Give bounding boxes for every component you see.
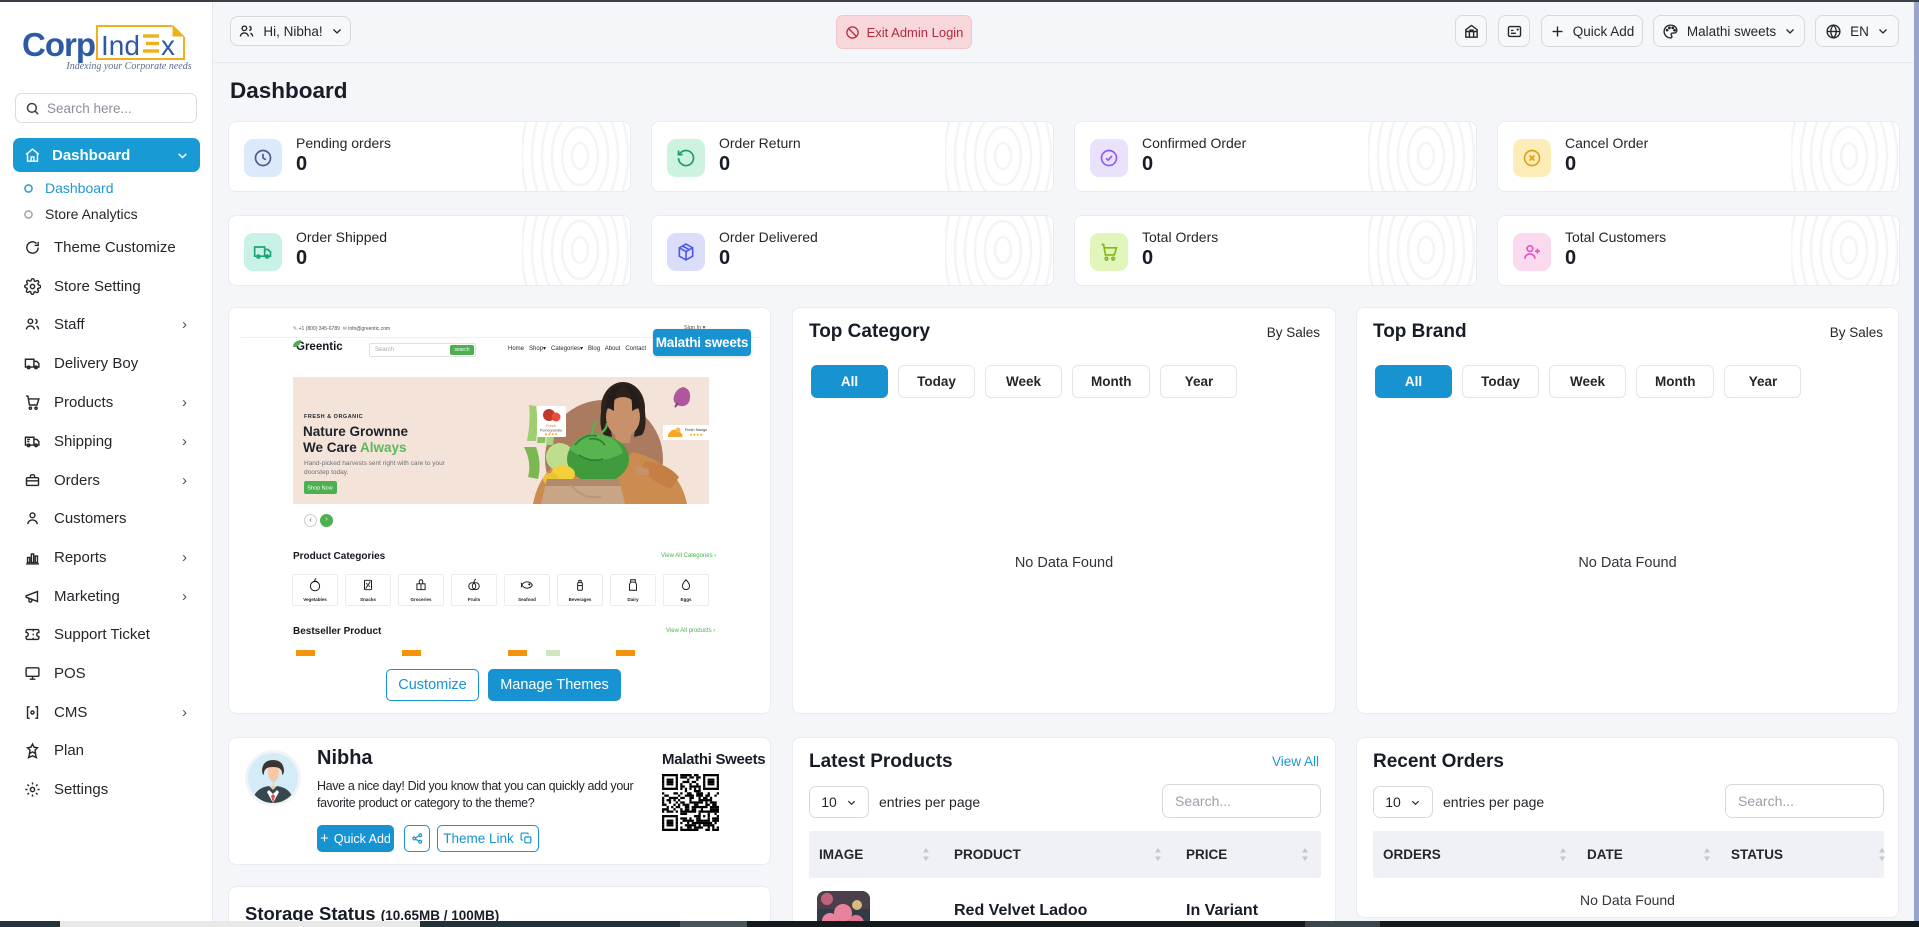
svg-text:Pomegranate: Pomegranate — [540, 429, 563, 433]
svg-text:Nature Grownne: Nature Grownne — [303, 424, 409, 439]
svg-text:Ind: Ind — [101, 30, 140, 61]
svg-text:x: x — [161, 30, 175, 61]
svg-text:★★★★: ★★★★ — [689, 433, 703, 437]
svg-text:Corp: Corp — [22, 26, 95, 63]
svg-text:Indexing your Corporate needs: Indexing your Corporate needs — [65, 61, 191, 72]
svg-text:FRESH & ORGANIC: FRESH & ORGANIC — [304, 414, 363, 420]
svg-text:Fresh Mango: Fresh Mango — [685, 428, 707, 432]
svg-text:Hand-picked harvests sent righ: Hand-picked harvests sent right with car… — [304, 460, 446, 467]
svg-text:Fresh: Fresh — [546, 424, 556, 428]
svg-text:We Care Always: We Care Always — [303, 440, 407, 455]
svg-text:★★★★: ★★★★ — [544, 433, 558, 437]
svg-text:Shop Now: Shop Now — [307, 486, 332, 492]
svg-text:doorstep today.: doorstep today. — [304, 469, 349, 476]
